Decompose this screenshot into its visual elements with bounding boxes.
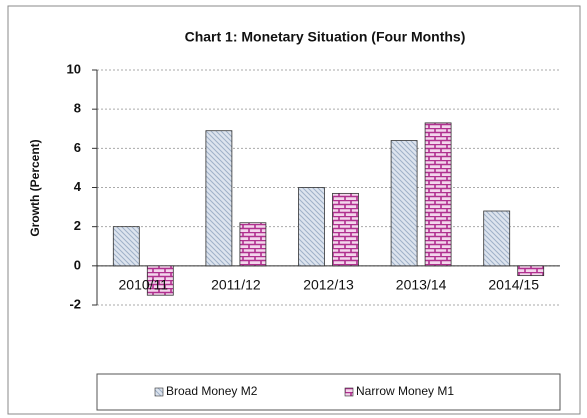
y-tick-label: 8 bbox=[74, 101, 81, 116]
chart-title: Chart 1: Monetary Situation (Four Months… bbox=[185, 29, 466, 45]
bar bbox=[483, 210, 511, 267]
legend-label: Broad Money M2 bbox=[166, 384, 258, 398]
legend-box bbox=[96, 373, 561, 411]
x-tick-label: 2012/13 bbox=[303, 277, 354, 293]
bar bbox=[146, 265, 174, 296]
y-tick-label: 0 bbox=[74, 257, 81, 272]
legend-label: Narrow Money M1 bbox=[356, 384, 454, 398]
chart-frame bbox=[7, 5, 581, 415]
x-tick-label: 2014/15 bbox=[488, 277, 539, 293]
y-tick-label: 6 bbox=[74, 140, 81, 155]
bar bbox=[298, 187, 325, 267]
y-tick-label: 2 bbox=[74, 218, 81, 233]
x-tick-label: 2011/12 bbox=[211, 277, 261, 293]
bar bbox=[205, 130, 233, 267]
x-tick-label: 2010/11 bbox=[119, 277, 169, 293]
x-tick-label: 2013/14 bbox=[396, 277, 447, 293]
bar bbox=[332, 192, 359, 267]
bar bbox=[390, 140, 418, 267]
legend-swatch bbox=[154, 387, 164, 397]
y-tick-label: -2 bbox=[69, 296, 81, 311]
y-tick-label: 10 bbox=[67, 61, 81, 76]
bar bbox=[239, 222, 267, 267]
legend-swatch bbox=[344, 387, 354, 397]
bar bbox=[424, 122, 452, 267]
bar bbox=[112, 226, 140, 267]
y-tick-label: 4 bbox=[74, 179, 82, 194]
y-axis-label: Growth (Percent) bbox=[28, 139, 42, 236]
bar bbox=[517, 265, 545, 277]
